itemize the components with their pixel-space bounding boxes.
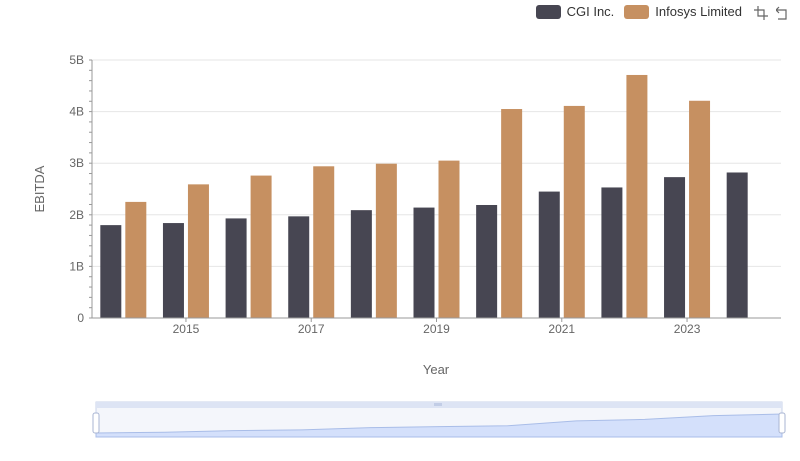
y-tick-label: 1B — [69, 259, 84, 273]
bar-infosys-2016 — [250, 175, 272, 318]
y-tick-label: 2B — [69, 208, 84, 222]
y-tick-label: 3B — [69, 156, 84, 170]
zoom-preview — [95, 413, 783, 438]
zoom-handle-right — [778, 412, 786, 434]
x-tick-label: 2017 — [298, 322, 325, 336]
y-tick-label: 5B — [69, 53, 84, 67]
bar-infosys-2023 — [689, 100, 711, 318]
legend-swatch-infosys — [624, 4, 650, 19]
bar-cgi-2017 — [288, 216, 310, 318]
bar-infosys-2018 — [375, 163, 397, 318]
bar-cgi-2018 — [350, 210, 372, 318]
legend-label-cgi: CGI Inc. — [566, 4, 615, 19]
zoom-handle-left — [92, 412, 100, 434]
bar-infosys-2022 — [626, 74, 648, 319]
bar-cgi-2014 — [100, 225, 122, 318]
zoom-icon[interactable] — [754, 6, 768, 20]
x-tick-label: 2015 — [173, 322, 200, 336]
bar-infosys-2015 — [187, 184, 209, 318]
zoom-slider[interactable] — [92, 401, 786, 438]
x-tick-label: 2019 — [423, 322, 450, 336]
bar-cgi-2016 — [225, 218, 247, 318]
bar-infosys-2019 — [438, 160, 460, 318]
bar-cgi-2023 — [664, 177, 686, 318]
bars — [100, 74, 748, 319]
bar-infosys-2017 — [313, 166, 335, 318]
x-tick-label: 2023 — [674, 322, 701, 336]
bar-cgi-2021 — [538, 191, 560, 318]
bar-cgi-2022 — [601, 187, 623, 318]
toolbox — [754, 6, 790, 20]
bar-cgi-2015 — [162, 223, 184, 318]
legend-item-cgi[interactable]: CGI Inc. — [535, 4, 615, 19]
legend-label-infosys: Infosys Limited — [655, 4, 742, 19]
bar-cgi-2019 — [413, 207, 435, 318]
legend-item-infosys[interactable]: Infosys Limited — [624, 4, 742, 19]
bar-cgi-2020 — [476, 204, 498, 318]
y-tick-label: 0 — [77, 311, 84, 325]
legend-swatch-cgi — [535, 4, 561, 19]
axes: 0 1B 2B 3B 4B 5B 2015 2017 2019 2021 2023 — [69, 53, 781, 336]
x-tick-label: 2021 — [548, 322, 575, 336]
y-tick-label: 4B — [69, 105, 84, 119]
legend: CGI Inc. Infosys Limited — [535, 4, 742, 19]
x-axis-label: Year — [423, 362, 450, 377]
bar-infosys-2014 — [125, 201, 147, 318]
restore-icon[interactable] — [776, 6, 790, 20]
zoom-drag-grip — [434, 403, 442, 406]
bar-cgi-2024 — [726, 172, 748, 318]
bar-infosys-2020 — [501, 109, 523, 319]
bar-infosys-2021 — [563, 105, 585, 318]
y-axis-label: EBITDA — [32, 165, 47, 212]
